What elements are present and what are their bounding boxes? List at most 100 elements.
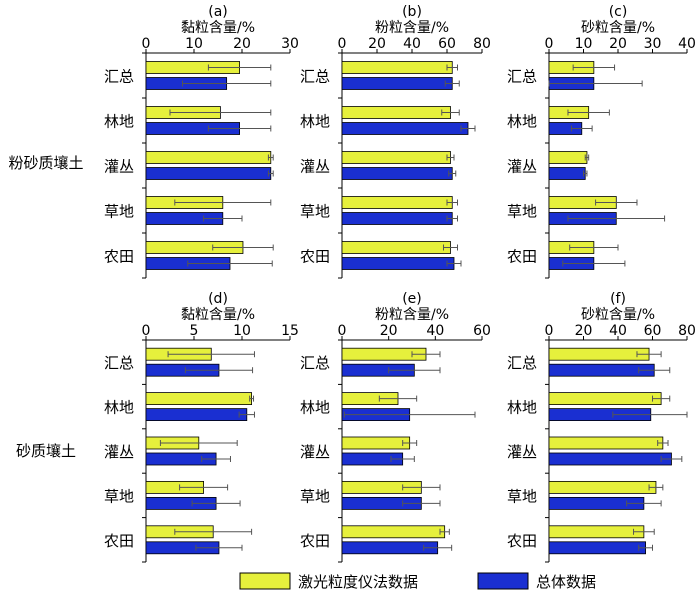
x-tick-label: 20 [233, 36, 251, 52]
category-label: 林地 [300, 113, 330, 131]
category-label: 灌丛 [507, 443, 537, 461]
category-label: 林地 [300, 399, 330, 417]
category-label: 汇总 [300, 68, 330, 86]
x-tick-label: 10 [575, 36, 593, 52]
bar [548, 541, 646, 555]
category-label: 草地 [104, 487, 134, 505]
bar [341, 525, 446, 539]
bar [341, 241, 451, 254]
bar [341, 122, 469, 135]
legend-swatch-total [477, 572, 529, 590]
category-label: 林地 [104, 399, 134, 417]
category-label: 农田 [104, 532, 134, 550]
category-label: 灌丛 [300, 158, 330, 176]
category-label: 灌丛 [104, 443, 134, 461]
category-label: 草地 [507, 487, 537, 505]
x-tick-label: 15 [281, 323, 299, 339]
bar [145, 167, 272, 180]
x-tick-label: 0 [338, 36, 347, 52]
category-label: 汇总 [104, 354, 134, 372]
category-label: 灌丛 [507, 158, 537, 176]
x-tick-label: 5 [190, 323, 199, 339]
panel-label: (d) [208, 291, 228, 307]
bar [145, 151, 272, 164]
panel-label: (b) [402, 4, 422, 20]
bar [341, 257, 455, 270]
category-label: 农田 [507, 532, 537, 550]
legend-label-laser: 激光粒度仪法数据 [298, 573, 418, 590]
bar [341, 196, 453, 209]
panel-title: 粉粒含量/% [375, 20, 449, 36]
x-tick-label: 20 [368, 36, 386, 52]
panel-title: 粉粒含量/% [375, 307, 449, 323]
legend: 激光粒度仪法数据 总体数据 [239, 572, 596, 590]
bar [548, 167, 586, 180]
bar [341, 167, 453, 180]
bar [341, 77, 453, 90]
bar [145, 392, 252, 406]
bar [548, 525, 645, 539]
category-label: 农田 [507, 248, 537, 266]
x-tick-label: 0 [545, 36, 554, 52]
x-tick-label: 0 [338, 323, 347, 339]
x-tick-label: 20 [380, 323, 398, 339]
panel-label: (c) [609, 4, 628, 20]
x-tick-label: 60 [473, 323, 491, 339]
category-label: 农田 [300, 248, 330, 266]
panel-label: (f) [610, 291, 626, 307]
panel-label: (a) [208, 4, 228, 20]
bar [548, 452, 672, 466]
x-tick-label: 0 [142, 36, 151, 52]
x-tick-label: 0 [545, 323, 554, 339]
x-tick-label: 20 [575, 323, 593, 339]
bar [548, 392, 662, 406]
legend-label-total: 总体数据 [536, 573, 596, 590]
bar [341, 436, 411, 450]
bar [341, 61, 453, 74]
x-tick-label: 40 [426, 323, 444, 339]
bar [341, 212, 453, 225]
category-label: 灌丛 [300, 443, 330, 461]
bar [341, 106, 451, 119]
x-tick-label: 20 [609, 36, 627, 52]
panel-label: (e) [402, 291, 422, 307]
category-label: 林地 [507, 399, 537, 417]
category-label: 草地 [507, 203, 537, 221]
category-label: 林地 [104, 113, 134, 131]
x-tick-label: 10 [233, 323, 251, 339]
panel-title: 砂粒含量/% [581, 20, 655, 36]
x-tick-label: 10 [185, 36, 203, 52]
bar [548, 436, 664, 450]
panel-title: 黏粒含量/% [181, 307, 255, 323]
category-label: 草地 [300, 487, 330, 505]
bar [145, 408, 248, 422]
row-label-sandy-loam: 砂质壤土 [16, 442, 76, 460]
category-label: 农田 [300, 532, 330, 550]
x-tick-label: 80 [473, 36, 491, 52]
category-label: 农田 [104, 248, 134, 266]
category-label: 灌丛 [104, 158, 134, 176]
category-label: 林地 [507, 113, 537, 131]
category-label: 汇总 [300, 354, 330, 372]
row-label-silty-loam: 粉砂质壤土 [8, 154, 83, 172]
category-label: 汇总 [104, 68, 134, 86]
x-tick-label: 60 [438, 36, 456, 52]
category-label: 草地 [104, 203, 134, 221]
x-tick-label: 40 [678, 36, 696, 52]
bar [548, 347, 650, 361]
x-tick-label: 30 [644, 36, 662, 52]
bar [548, 480, 657, 494]
x-tick-label: 30 [281, 36, 299, 52]
category-label: 汇总 [507, 68, 537, 86]
panel-title: 砂粒含量/% [581, 307, 655, 323]
x-tick-label: 40 [403, 36, 421, 52]
x-tick-label: 0 [142, 323, 151, 339]
x-tick-label: 60 [644, 323, 662, 339]
